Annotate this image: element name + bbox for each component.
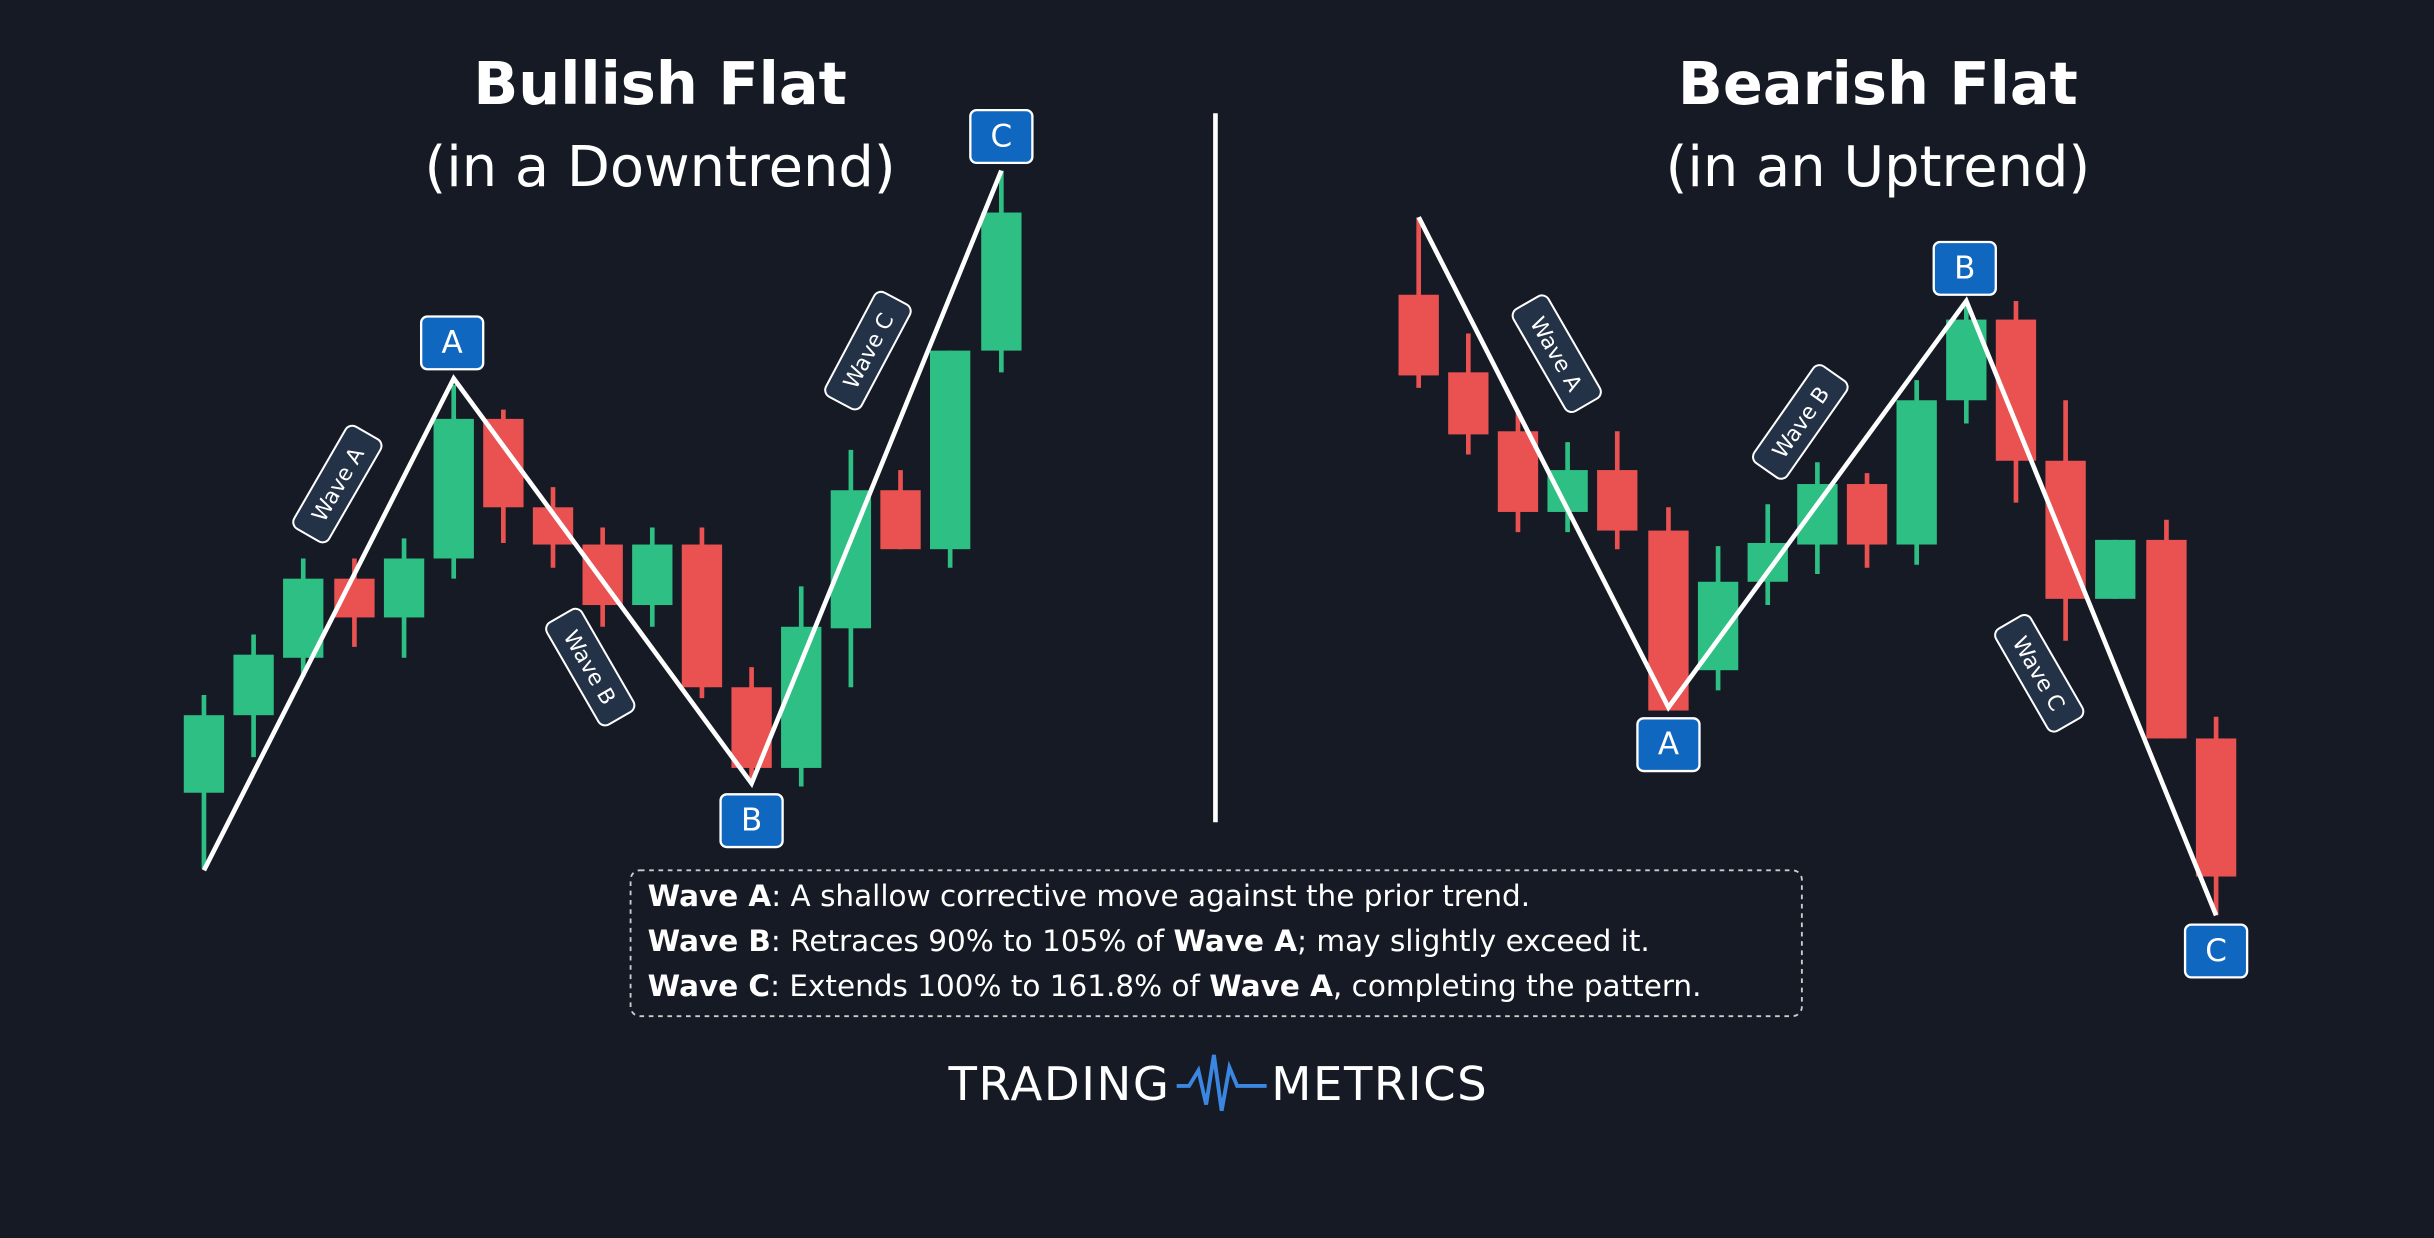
candle-body	[731, 687, 772, 768]
candle-body	[981, 212, 1022, 351]
point-box	[969, 108, 1034, 165]
info-part: Wave A	[1209, 969, 1333, 1003]
candle-body	[2195, 738, 2237, 877]
candle-body	[433, 418, 474, 559]
right-wave-line	[1416, 216, 2219, 917]
candle-body	[880, 490, 921, 550]
wave-tag-box	[292, 424, 383, 544]
candle-body	[1497, 431, 1539, 512]
candle-body	[1448, 372, 1489, 435]
candle-body	[632, 544, 673, 606]
info-part: : Extends 100% to 161.8% of	[770, 969, 1209, 1003]
left-subtitle: (in a Downtrend)	[424, 135, 895, 200]
candle-body	[929, 350, 971, 550]
info-part: , completing the pattern.	[1333, 969, 1702, 1003]
candle-body	[2095, 539, 2136, 599]
candle-body	[681, 544, 723, 688]
logo-left: TRADING	[947, 1057, 1170, 1111]
logo-icon	[1176, 1054, 1267, 1112]
info-part: Wave B	[648, 924, 771, 958]
candle-body	[1797, 484, 1838, 545]
candle-body	[1398, 294, 1439, 376]
point-box	[1932, 240, 1997, 296]
info-part: Wave A	[1173, 924, 1297, 958]
info-part: Wave C	[648, 969, 770, 1003]
candle-body	[1846, 484, 1888, 545]
left-wave-line	[201, 169, 1004, 872]
candle-body	[830, 490, 872, 629]
wave-tag-box	[1511, 294, 1602, 414]
point-label: C	[991, 119, 1013, 155]
wave-tag-box	[545, 607, 636, 727]
info-line: Wave B: Retraces 90% to 105% of Wave A; …	[648, 924, 1650, 958]
point-box	[2183, 923, 2249, 979]
candle-body	[183, 715, 225, 793]
right-title: Bearish Flat	[1678, 49, 2078, 118]
candle-body	[2146, 539, 2187, 739]
point-label: A	[1658, 727, 1679, 763]
logo-right: METRICS	[1271, 1057, 1488, 1111]
candle-body	[233, 654, 274, 716]
info-part: : A shallow corrective move against the …	[771, 879, 1530, 913]
wave-tag-box	[824, 290, 912, 411]
info-text: Wave A: A shallow corrective move agains…	[648, 879, 1702, 1003]
point-label: B	[1954, 250, 1975, 286]
point-label: B	[741, 803, 762, 839]
candle-body	[1896, 400, 1937, 545]
candle-body	[383, 558, 425, 618]
candle-body	[582, 544, 623, 606]
info-line: Wave A: A shallow corrective move agains…	[648, 879, 1531, 913]
wave-tag-box	[1752, 364, 1849, 480]
info-part: : Retraces 90% to 105% of	[771, 924, 1174, 958]
candle-body	[1597, 470, 1638, 531]
right-subtitle: (in an Uptrend)	[1666, 135, 2091, 200]
info-part: Wave A	[648, 879, 772, 913]
point-box	[719, 793, 784, 849]
point-label: C	[2205, 933, 2227, 969]
info-line: Wave C: Extends 100% to 161.8% of Wave A…	[648, 969, 1702, 1003]
info-box	[629, 869, 1803, 1018]
point-box	[1636, 717, 1701, 773]
point-label: A	[442, 325, 463, 361]
wave-tag-box	[1994, 613, 2085, 733]
info-part: ; may slightly exceed it.	[1297, 924, 1650, 958]
point-box	[419, 315, 485, 371]
left-title: Bullish Flat	[473, 49, 846, 118]
